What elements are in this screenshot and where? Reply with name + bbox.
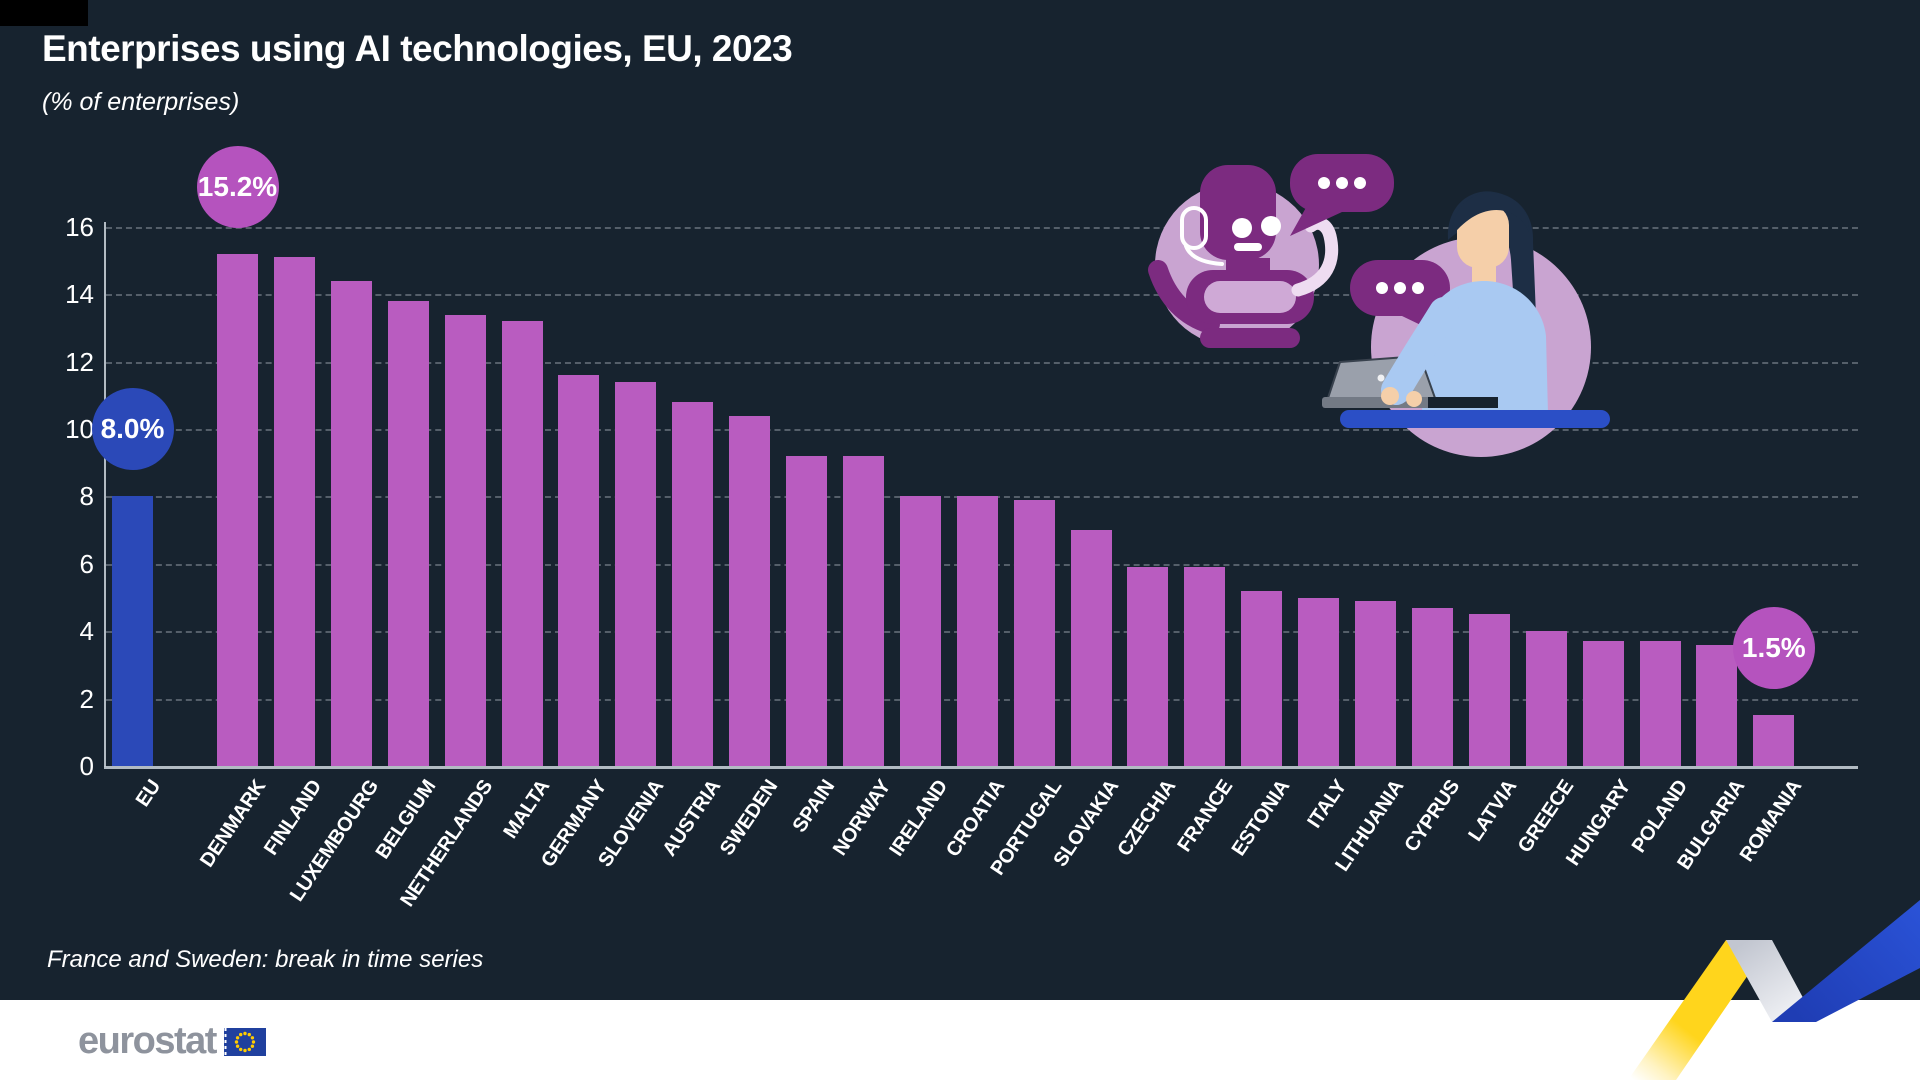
y-tick-label-6: 6 [79, 548, 94, 579]
callout-tail [115, 449, 150, 484]
x-label-austria: AUSTRIA [658, 776, 725, 861]
callout-value: 8.0% [100, 413, 165, 445]
callout-value: 1.5% [1741, 632, 1806, 664]
x-label-spain: SPAIN [787, 776, 839, 837]
bar-slovenia [615, 381, 657, 766]
bar-poland [1639, 641, 1681, 766]
x-label-estonia: ESTONIA [1227, 776, 1294, 860]
x-label-lithuania: LITHUANIA [1330, 776, 1408, 876]
x-label-finland: FINLAND [260, 776, 327, 860]
trend-ribbon-decoration [1628, 900, 1920, 1080]
bar-croatia [956, 496, 998, 766]
bar-bulgaria [1696, 644, 1738, 766]
bar-slovakia [1070, 530, 1112, 766]
x-label-sweden: SWEDEN [715, 776, 782, 860]
eurostat-logo-text: eurostat [78, 1020, 217, 1062]
bar-portugal [1013, 499, 1055, 766]
y-tick-label-2: 2 [79, 683, 94, 714]
bar-sweden [729, 415, 771, 766]
bar-estonia [1241, 590, 1283, 766]
robot-speech-bubble-icon [1290, 154, 1394, 236]
footer-bar: eurostat [0, 1000, 1920, 1080]
bar-denmark [217, 253, 258, 766]
bar-eu [112, 496, 153, 766]
x-label-france: FRANCE [1173, 776, 1238, 856]
gridline-10 [106, 429, 1858, 432]
y-tick-label-8: 8 [79, 481, 94, 512]
bar-luxembourg [330, 280, 372, 766]
bar-italy [1298, 597, 1340, 766]
ai-illustration [1148, 154, 1610, 457]
callout-tail [1756, 668, 1791, 703]
bar-netherlands [444, 314, 486, 766]
bar-lithuania [1355, 600, 1396, 766]
callout-eu: 8.0% [91, 388, 174, 484]
gridline-16 [106, 226, 1858, 229]
y-tick-label-14: 14 [65, 279, 94, 310]
callout-tail [220, 206, 255, 241]
bar-norway [842, 456, 884, 766]
page-subtitle: (% of enterprises) [42, 88, 240, 116]
y-tick-label-16: 16 [65, 211, 94, 242]
bar-czechia [1127, 567, 1169, 766]
callout-value: 15.2% [197, 170, 278, 202]
y-tick-label-12: 12 [65, 346, 94, 377]
robot-icon [1148, 165, 1339, 348]
bar-ireland [899, 496, 941, 766]
gridline-14 [106, 294, 1858, 297]
bar-malta [501, 321, 543, 766]
desk [1340, 410, 1610, 428]
page-title: Enterprises using AI technologies, EU, 2… [42, 28, 793, 69]
y-tick-label-10: 10 [65, 414, 94, 445]
bar-hungary [1582, 641, 1624, 766]
bar-latvia [1468, 614, 1510, 766]
bar-romania [1753, 715, 1795, 766]
bar-france [1184, 567, 1226, 766]
bar-belgium [387, 301, 429, 766]
x-label-cyprus: CYPRUS [1400, 776, 1465, 856]
eu-flag-icon [223, 1027, 266, 1056]
bar-finland [273, 257, 315, 766]
x-axis-line [104, 766, 1858, 769]
x-label-denmark: DENMARK [195, 776, 270, 872]
callout-denmark: 15.2% [196, 145, 279, 241]
x-label-italy: ITALY [1302, 776, 1351, 833]
person-icon [1322, 191, 1610, 457]
y-tick-label-4: 4 [79, 616, 94, 647]
x-label-norway: NORWAY [829, 776, 896, 860]
y-tick-label-0: 0 [79, 751, 94, 781]
gridline-12 [106, 361, 1858, 364]
eurostat-logo: eurostat [78, 1020, 266, 1063]
y-axis-line [104, 222, 106, 767]
bar-austria [672, 402, 714, 766]
bar-spain [786, 456, 827, 766]
bar-greece [1525, 631, 1567, 766]
bar-germany [558, 375, 600, 766]
bar-cyprus [1411, 607, 1453, 766]
x-label-eu: EU [131, 776, 165, 811]
corner-accent [0, 0, 88, 26]
x-label-slovenia: SLOVENIA [593, 776, 669, 872]
callout-romania: 1.5% [1732, 607, 1815, 703]
footnote: France and Sweden: break in time series [47, 946, 484, 973]
